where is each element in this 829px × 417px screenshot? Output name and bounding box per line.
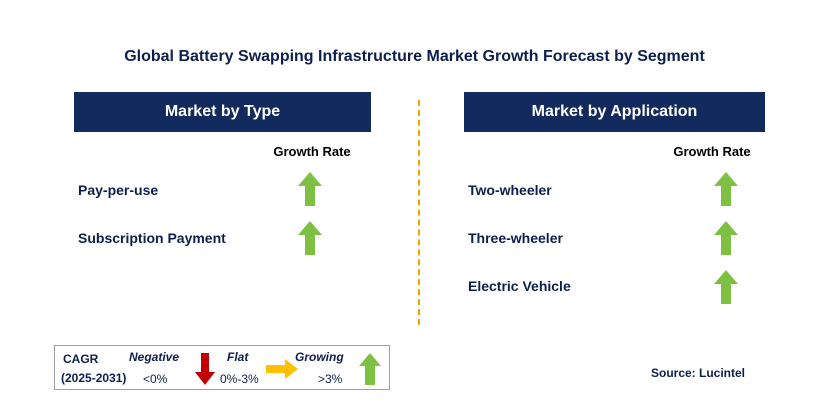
- right-arrow-icon: [266, 359, 298, 379]
- legend-cagr-label: CAGR: [63, 352, 99, 366]
- down-arrow-icon: [195, 353, 215, 385]
- application-row-label: Three-wheeler: [468, 230, 563, 246]
- chart-title: Global Battery Swapping Infrastructure M…: [124, 48, 705, 65]
- up-arrow-icon: [714, 270, 738, 304]
- cagr-legend: CAGR (2025-2031) Negative <0% Flat 0%-3%…: [54, 345, 390, 390]
- type-row-label: Subscription Payment: [78, 230, 226, 246]
- type-panel-header: Market by Type: [74, 92, 371, 132]
- up-arrow-icon: [714, 221, 738, 255]
- application-panel-header: Market by Application: [464, 92, 765, 132]
- up-arrow-icon: [298, 172, 322, 206]
- legend-negative-label: Negative: [129, 350, 180, 364]
- panel-divider: [418, 100, 420, 325]
- type-growth-rate-label: Growth Rate: [273, 144, 351, 159]
- up-arrow-icon: [359, 353, 381, 385]
- legend-flat-range: 0%-3%: [220, 372, 259, 386]
- legend-flat-label: Flat: [227, 350, 249, 364]
- application-row-label: Electric Vehicle: [468, 278, 571, 294]
- legend-negative-range: <0%: [143, 372, 168, 386]
- application-growth-rate-label: Growth Rate: [673, 144, 751, 159]
- up-arrow-icon: [714, 172, 738, 206]
- source-label: Source: Lucintel: [651, 366, 746, 380]
- type-row-label: Pay-per-use: [78, 182, 159, 198]
- legend-growing-range: >3%: [318, 372, 343, 386]
- legend-growing-label: Growing: [295, 350, 344, 364]
- application-row-label: Two-wheeler: [468, 182, 552, 198]
- up-arrow-icon: [298, 221, 322, 255]
- legend-period: (2025-2031): [61, 371, 127, 385]
